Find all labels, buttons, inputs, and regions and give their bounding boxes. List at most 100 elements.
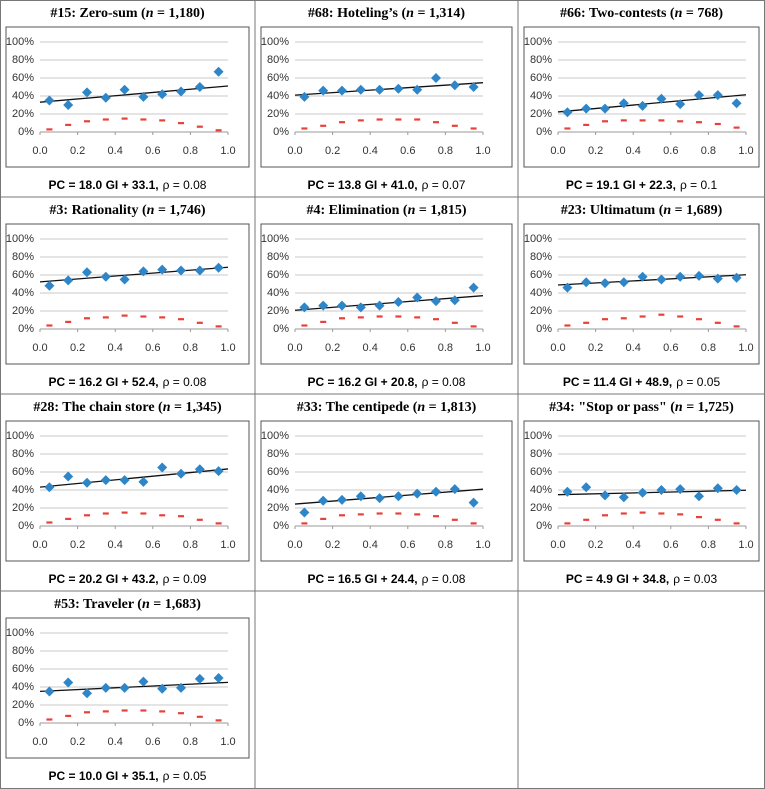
data-point xyxy=(337,494,347,505)
title-text: = 1,725) xyxy=(683,400,734,415)
data-dash xyxy=(583,321,590,324)
data-point xyxy=(63,100,74,110)
data-dash xyxy=(357,316,364,319)
y-tick-label: 80% xyxy=(267,54,289,66)
data-dash xyxy=(639,119,646,122)
y-tick-label: 40% xyxy=(12,287,34,299)
x-tick-label: 0.8 xyxy=(438,342,453,354)
caption-rho: ρ = 0.05 xyxy=(163,769,207,783)
x-tick-label: 0.2 xyxy=(70,342,85,354)
data-point xyxy=(468,282,479,293)
data-dash xyxy=(159,119,166,122)
title-text: #4: Elimination ( xyxy=(306,203,407,218)
data-point xyxy=(355,302,366,313)
title-text: = 1,813) xyxy=(425,400,476,415)
plot-frame xyxy=(523,223,760,365)
title-text: = 1,689) xyxy=(671,203,722,218)
y-tick-label: 80% xyxy=(530,448,552,460)
data-point xyxy=(337,85,347,96)
title-text: #33: The centipede ( xyxy=(297,400,418,415)
x-tick-label: 0.2 xyxy=(588,342,603,354)
y-tick-label: 40% xyxy=(530,484,552,496)
data-dash xyxy=(583,123,590,126)
y-tick-label: 20% xyxy=(530,502,552,514)
x-tick-label: 0.6 xyxy=(400,145,415,157)
data-point xyxy=(581,103,592,114)
data-dash xyxy=(395,512,402,515)
data-point xyxy=(100,271,111,282)
x-tick-label: 0.8 xyxy=(183,145,198,157)
caption-fit: PC = 4.9 GI + 34.8, xyxy=(566,572,669,586)
y-tick-label: 0% xyxy=(273,323,289,335)
x-tick-label: 0.2 xyxy=(70,736,85,748)
data-dash xyxy=(84,317,90,320)
data-point xyxy=(600,490,610,501)
data-point xyxy=(138,476,149,487)
chart-title: #4: Elimination (n = 1,815) xyxy=(306,203,466,218)
y-tick-label: 80% xyxy=(530,251,552,263)
data-dash xyxy=(301,522,308,525)
data-dash xyxy=(301,127,308,130)
x-tick-label: 0.2 xyxy=(325,145,340,157)
trend-line xyxy=(39,468,229,488)
y-tick-label: 80% xyxy=(267,448,289,460)
x-tick-label: 0.0 xyxy=(32,145,47,157)
data-dash xyxy=(159,710,166,713)
x-tick-label: 0.8 xyxy=(438,539,453,551)
data-point xyxy=(712,483,723,494)
x-tick-label: 1.0 xyxy=(475,539,490,551)
data-point xyxy=(119,84,130,95)
data-dash xyxy=(564,522,571,525)
data-dash xyxy=(339,121,345,124)
data-point xyxy=(562,486,573,497)
title-variable: n xyxy=(142,597,150,612)
caption-rho: ρ = 0.03 xyxy=(673,572,717,586)
data-point xyxy=(431,73,441,83)
caption-rho: ρ = 0.1 xyxy=(680,178,718,192)
x-tick-label: 0.4 xyxy=(626,539,641,551)
data-point xyxy=(119,682,130,693)
chart: #34: "Stop or pass" (n = 1,725) 0% 20% 40% 6… xyxy=(523,400,760,586)
x-tick-label: 0.2 xyxy=(325,342,340,354)
y-tick-label: 60% xyxy=(12,466,34,478)
data-dash xyxy=(658,119,665,122)
data-point xyxy=(138,676,149,687)
x-tick-label: 0.6 xyxy=(400,539,415,551)
caption: PC = 20.2 GI + 43.2, ρ = 0.09 xyxy=(49,572,207,586)
x-tick-label: 0.0 xyxy=(32,539,47,551)
data-dash xyxy=(178,712,184,715)
data-dash xyxy=(178,515,184,518)
data-dash xyxy=(178,122,184,125)
y-tick-label: 0% xyxy=(273,520,289,532)
plot-frame xyxy=(260,223,513,365)
data-dash xyxy=(602,318,608,321)
x-tick-label: 0.4 xyxy=(363,342,378,354)
data-point xyxy=(100,475,111,486)
chart: #66: Two-contests (n = 768) 0% 20% 40% 60% 80… xyxy=(523,6,760,192)
data-point xyxy=(318,495,329,506)
data-point xyxy=(82,477,92,488)
y-tick-label: 100% xyxy=(261,430,289,442)
data-point xyxy=(44,280,55,291)
x-tick-label: 0.2 xyxy=(70,539,85,551)
data-dash xyxy=(602,514,608,517)
data-dash xyxy=(178,318,184,321)
x-tick-label: 0.6 xyxy=(145,539,160,551)
chart: #28: The chain store (n = 1,345) 0% 20% 40%… xyxy=(5,400,250,586)
data-point xyxy=(299,91,310,102)
y-tick-label: 20% xyxy=(530,108,552,120)
title-text: #66: Two-contests ( xyxy=(560,6,675,21)
data-point xyxy=(618,98,629,109)
data-dash xyxy=(140,118,147,121)
data-dash xyxy=(65,320,72,323)
title-text: #34: "Stop or pass" ( xyxy=(549,400,675,415)
y-tick-label: 60% xyxy=(12,269,34,281)
data-dash xyxy=(215,522,222,525)
x-tick-label: 0.4 xyxy=(108,342,123,354)
data-dash xyxy=(121,314,128,317)
data-dash xyxy=(357,119,364,122)
data-dash xyxy=(620,512,627,515)
x-tick-label: 0.2 xyxy=(325,539,340,551)
y-tick-label: 0% xyxy=(18,520,34,532)
y-tick-label: 60% xyxy=(12,72,34,84)
